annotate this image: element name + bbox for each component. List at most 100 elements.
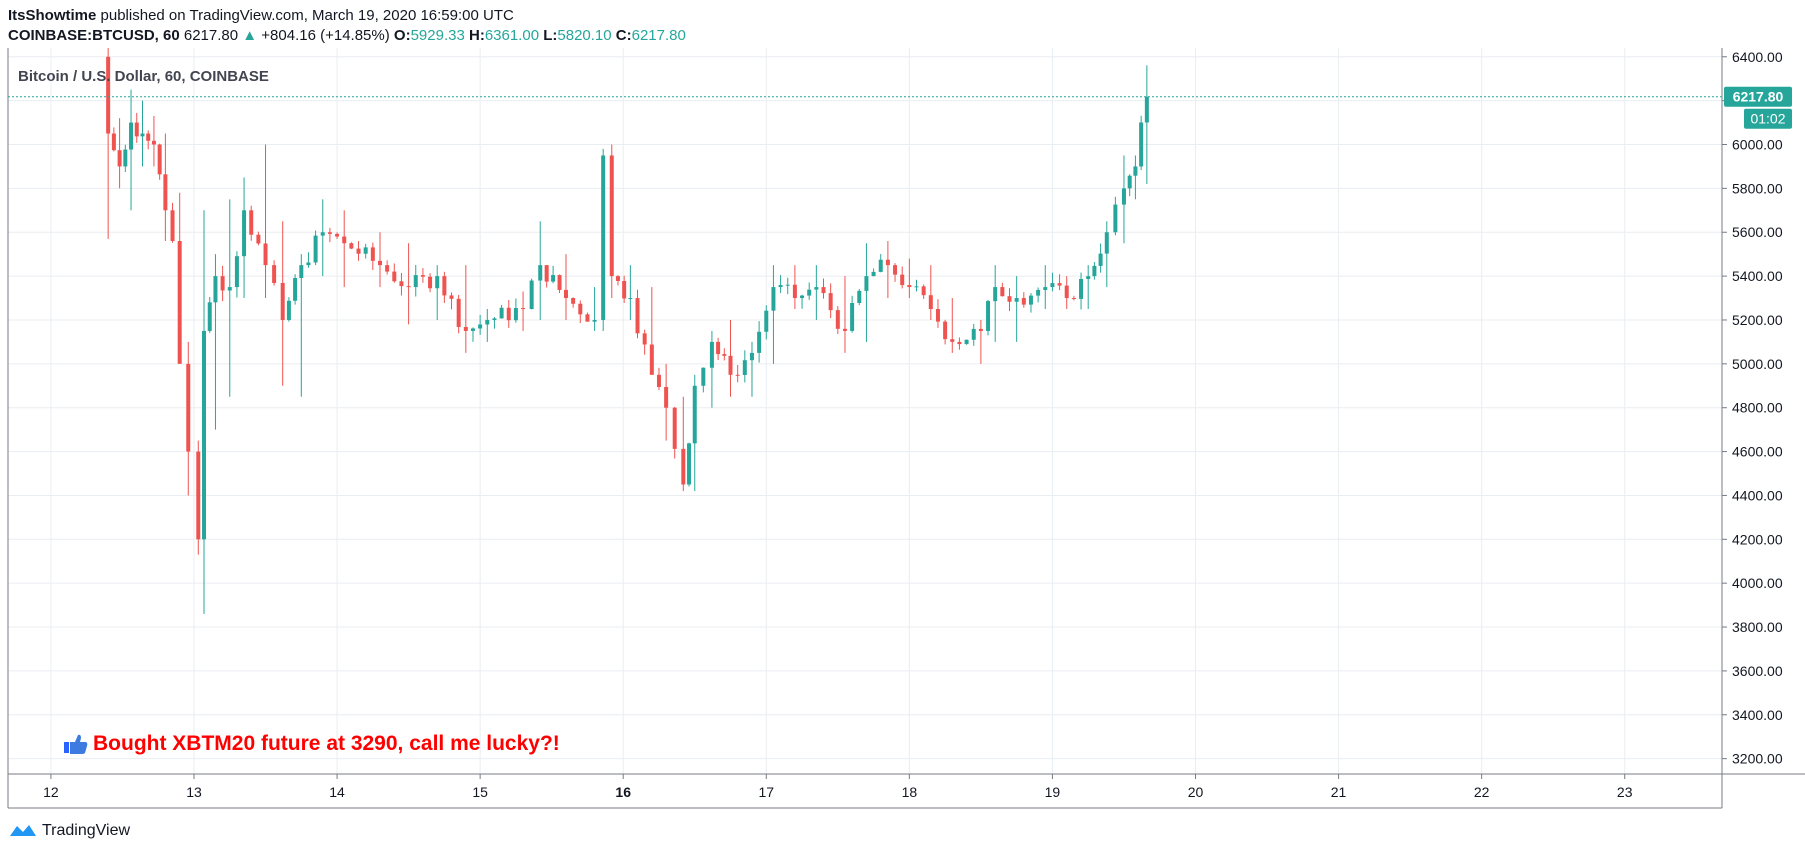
candle-body xyxy=(622,280,627,299)
y-tick-label: 3400.00 xyxy=(1732,707,1783,723)
candle-body xyxy=(687,443,692,485)
candle-body xyxy=(672,407,677,449)
candle-body xyxy=(207,302,212,331)
candle-body xyxy=(242,210,247,257)
candle-body xyxy=(272,265,277,283)
candle-body xyxy=(1050,283,1055,288)
candle-body xyxy=(327,232,332,234)
candle-body xyxy=(1014,298,1019,302)
svg-text:6217.80: 6217.80 xyxy=(1733,89,1784,105)
symbol-label: COINBASE:BTCUSD, 60 xyxy=(8,27,180,44)
candle-body xyxy=(1098,253,1103,266)
candle-body xyxy=(529,280,534,310)
candle-body xyxy=(871,271,876,277)
candle-body xyxy=(428,276,433,289)
candle-body xyxy=(943,321,948,340)
y-tick-label: 4600.00 xyxy=(1732,444,1783,460)
candle-body xyxy=(435,276,440,289)
candle-body xyxy=(1007,296,1012,302)
candle-body xyxy=(1043,287,1048,290)
candle-body xyxy=(1036,289,1041,296)
y-tick-label: 5400.00 xyxy=(1732,268,1783,284)
candle-body xyxy=(1121,188,1126,205)
candle-body xyxy=(1064,285,1069,299)
candle-body xyxy=(1000,287,1005,297)
author-name[interactable]: ItsShowtime xyxy=(8,7,97,24)
candle-body xyxy=(649,344,654,375)
x-tick-label: 18 xyxy=(902,784,918,800)
x-tick-label: 15 xyxy=(472,784,488,800)
candle-body xyxy=(492,318,497,320)
time-axis[interactable]: 12 13 14 15 16 17 18 19 20 21 22 23 xyxy=(43,774,1633,800)
candle-body xyxy=(349,243,354,249)
candle-body xyxy=(299,265,304,279)
candle-body xyxy=(420,275,425,277)
y-tick-label: 5800.00 xyxy=(1732,180,1783,196)
candle-body xyxy=(1139,122,1144,167)
x-tick-label: 19 xyxy=(1045,784,1061,800)
candle-body xyxy=(202,330,207,540)
candle-body xyxy=(106,56,111,134)
candle-body xyxy=(478,324,483,329)
candle-body xyxy=(370,247,375,261)
candle-body xyxy=(728,355,733,375)
annotation[interactable]: Bought XBTM20 future at 3290, call me lu… xyxy=(64,732,560,755)
candle-body xyxy=(928,295,933,310)
candle-body xyxy=(692,385,697,444)
candle-body xyxy=(764,310,769,332)
candle-body xyxy=(157,144,162,175)
candle-body xyxy=(735,374,740,376)
x-tick-label: 23 xyxy=(1617,784,1633,800)
candle-body xyxy=(828,293,833,311)
candle-body xyxy=(986,301,991,331)
change-arrow-icon: ▲ xyxy=(242,27,258,44)
candle-body xyxy=(957,341,962,345)
published-text: published on TradingView.com, March 19, … xyxy=(100,7,514,24)
x-tick-label: 21 xyxy=(1331,784,1347,800)
candle-body xyxy=(1021,298,1026,305)
candle-body xyxy=(117,150,122,167)
footer: TradingView xyxy=(8,822,130,840)
publish-line: ItsShowtime published on TradingView.com… xyxy=(8,6,686,26)
y-tick-label: 3800.00 xyxy=(1732,619,1783,635)
candle-body xyxy=(385,265,390,272)
candle-body xyxy=(864,276,869,291)
candle-body xyxy=(356,248,361,254)
annotation-text: Bought XBTM20 future at 3290, call me lu… xyxy=(93,732,560,755)
price-axis[interactable]: 3200.00 3400.00 3600.00 3800.00 4000.00 4200.… xyxy=(1722,49,1783,767)
candle-body xyxy=(814,287,819,290)
candle-body xyxy=(857,290,862,303)
candle-body xyxy=(186,363,191,452)
candle-body xyxy=(220,276,225,291)
candle-body xyxy=(463,326,468,331)
low-value: 5820.10 xyxy=(557,27,612,44)
candle-body xyxy=(585,314,590,322)
last-price-badge: 6217.80 xyxy=(1724,86,1792,107)
y-tick-label: 6400.00 xyxy=(1732,49,1783,65)
candle-body xyxy=(551,275,556,282)
candle-body xyxy=(701,367,706,386)
x-tick-label: 17 xyxy=(758,784,774,800)
candle-body xyxy=(227,287,232,291)
x-tick-label: 16 xyxy=(615,784,631,800)
high-value: 6361.00 xyxy=(484,27,540,44)
x-tick-label: 12 xyxy=(43,784,59,800)
candle-body xyxy=(213,276,218,303)
candle-body xyxy=(592,319,597,322)
x-tick-label: 13 xyxy=(186,784,202,800)
candle-body xyxy=(642,333,647,345)
candle-body xyxy=(635,298,640,334)
candle-body xyxy=(1079,278,1084,299)
grid xyxy=(8,48,1722,774)
candle-body xyxy=(1127,175,1132,189)
candle-body xyxy=(399,281,404,287)
open-label: O: xyxy=(393,27,411,44)
footer-brand[interactable]: TradingView xyxy=(42,822,131,839)
candles xyxy=(106,48,1149,614)
candle-body xyxy=(286,300,291,320)
candle-body xyxy=(1071,298,1076,300)
candle-body xyxy=(850,302,855,331)
candle-body xyxy=(557,275,562,290)
candle-body xyxy=(293,278,298,301)
